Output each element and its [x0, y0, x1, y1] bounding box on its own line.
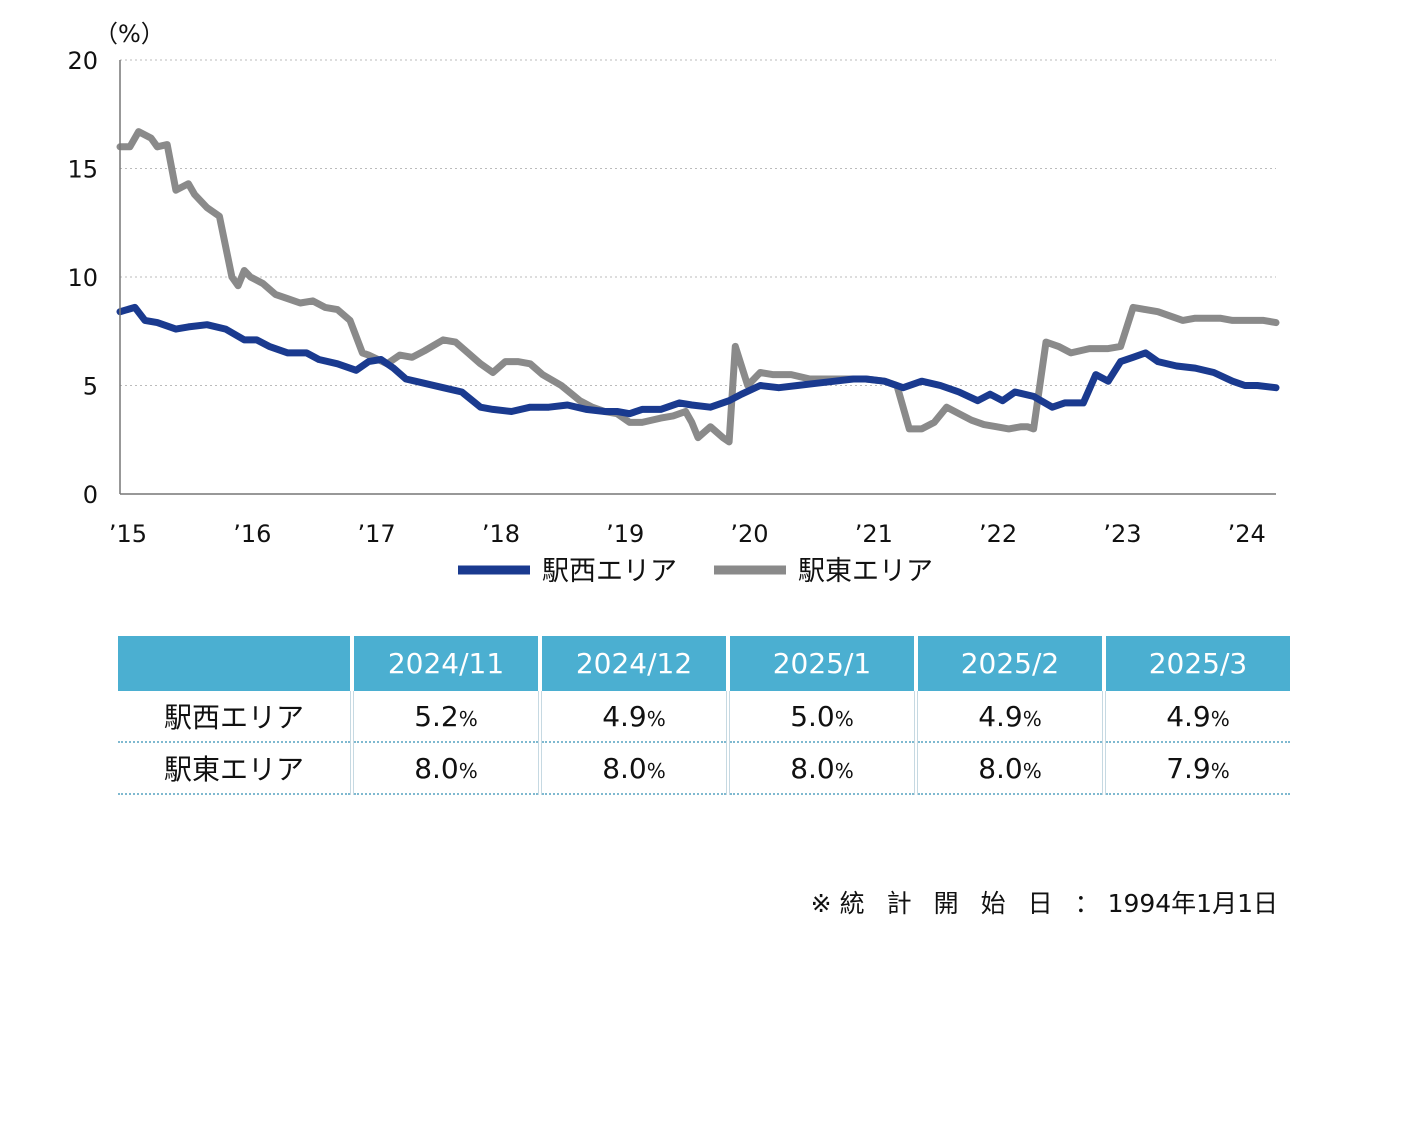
y-unit-label: （%）: [94, 20, 165, 48]
table-header-cell: 2025/2: [914, 636, 1104, 691]
statistics-start-note: ※ 統計開始日： 1994年1月1日: [811, 884, 1278, 920]
y-tick-label: 15: [67, 156, 98, 184]
series-group: [116, 128, 1280, 446]
y-tick-labels: 0 5 10 15 20: [67, 47, 98, 509]
x-tick-label: ’16: [233, 520, 271, 548]
note-date: 1994年1月1日: [1107, 889, 1278, 918]
table-cell: 5.2%: [350, 691, 540, 743]
x-tick-label: ’24: [1228, 520, 1266, 548]
x-tick-label: ’19: [606, 520, 644, 548]
x-tick-label: ’23: [1103, 520, 1141, 548]
table-cell: 8.0%: [914, 742, 1104, 795]
x-tick-label: ’20: [730, 520, 768, 548]
table-row-label: 駅西エリア: [118, 691, 352, 743]
legend-label: 駅東エリア: [798, 556, 933, 587]
x-tick-labels: ’15 ’16 ’17 ’18 ’19 ’20 ’21 ’22 ’23 ’24: [109, 520, 1266, 548]
legend-label: 駅西エリア: [542, 556, 677, 587]
table-header-cell: 2024/12: [538, 636, 728, 691]
note-label: 統計開始日: [839, 889, 1075, 918]
table-cell: 4.9%: [538, 691, 728, 743]
table-header-cell: 2025/3: [1102, 636, 1290, 691]
table-cell: 8.0%: [350, 742, 540, 795]
table-cell: 5.0%: [726, 691, 916, 743]
table-cell: 4.9%: [914, 691, 1104, 743]
table-cell: 4.9%: [1102, 691, 1290, 743]
x-tick-label: ’17: [358, 520, 396, 548]
table-row-label: 駅東エリア: [118, 742, 352, 795]
vacancy-rate-table: 2024/11 2024/12 2025/1 2025/2 2025/3 駅西エ…: [118, 636, 1290, 795]
y-tick-label: 10: [67, 264, 98, 292]
table-cell: 8.0%: [726, 742, 916, 795]
table-row: 駅西エリア 5.2% 4.9% 5.0% 4.9% 4.9%: [118, 691, 1290, 743]
x-tick-label: ’18: [482, 520, 520, 548]
x-tick-label: ’22: [979, 520, 1017, 548]
legend: 駅西エリア 駅東エリア: [458, 556, 933, 587]
x-tick-label: ’21: [855, 520, 893, 548]
y-tick-label: 0: [83, 481, 98, 509]
table-row: 駅東エリア 8.0% 8.0% 8.0% 8.0% 7.9%: [118, 742, 1290, 795]
note-colon: ：: [1074, 889, 1100, 918]
note-mark: ※: [810, 889, 832, 918]
table-header-row: 2024/11 2024/12 2025/1 2025/2 2025/3: [118, 636, 1290, 691]
y-tick-label: 20: [67, 47, 98, 75]
x-tick-label: ’15: [109, 520, 147, 548]
series-line: [116, 303, 1280, 418]
table-cell: 7.9%: [1102, 742, 1290, 795]
table-cell: 8.0%: [538, 742, 728, 795]
series-line: [116, 128, 1280, 446]
table-header-cell: 2025/1: [726, 636, 916, 691]
table-header-corner: [118, 636, 352, 691]
y-tick-label: 5: [83, 373, 98, 401]
table-header-cell: 2024/11: [350, 636, 540, 691]
grid-lines: [120, 59, 1276, 386]
